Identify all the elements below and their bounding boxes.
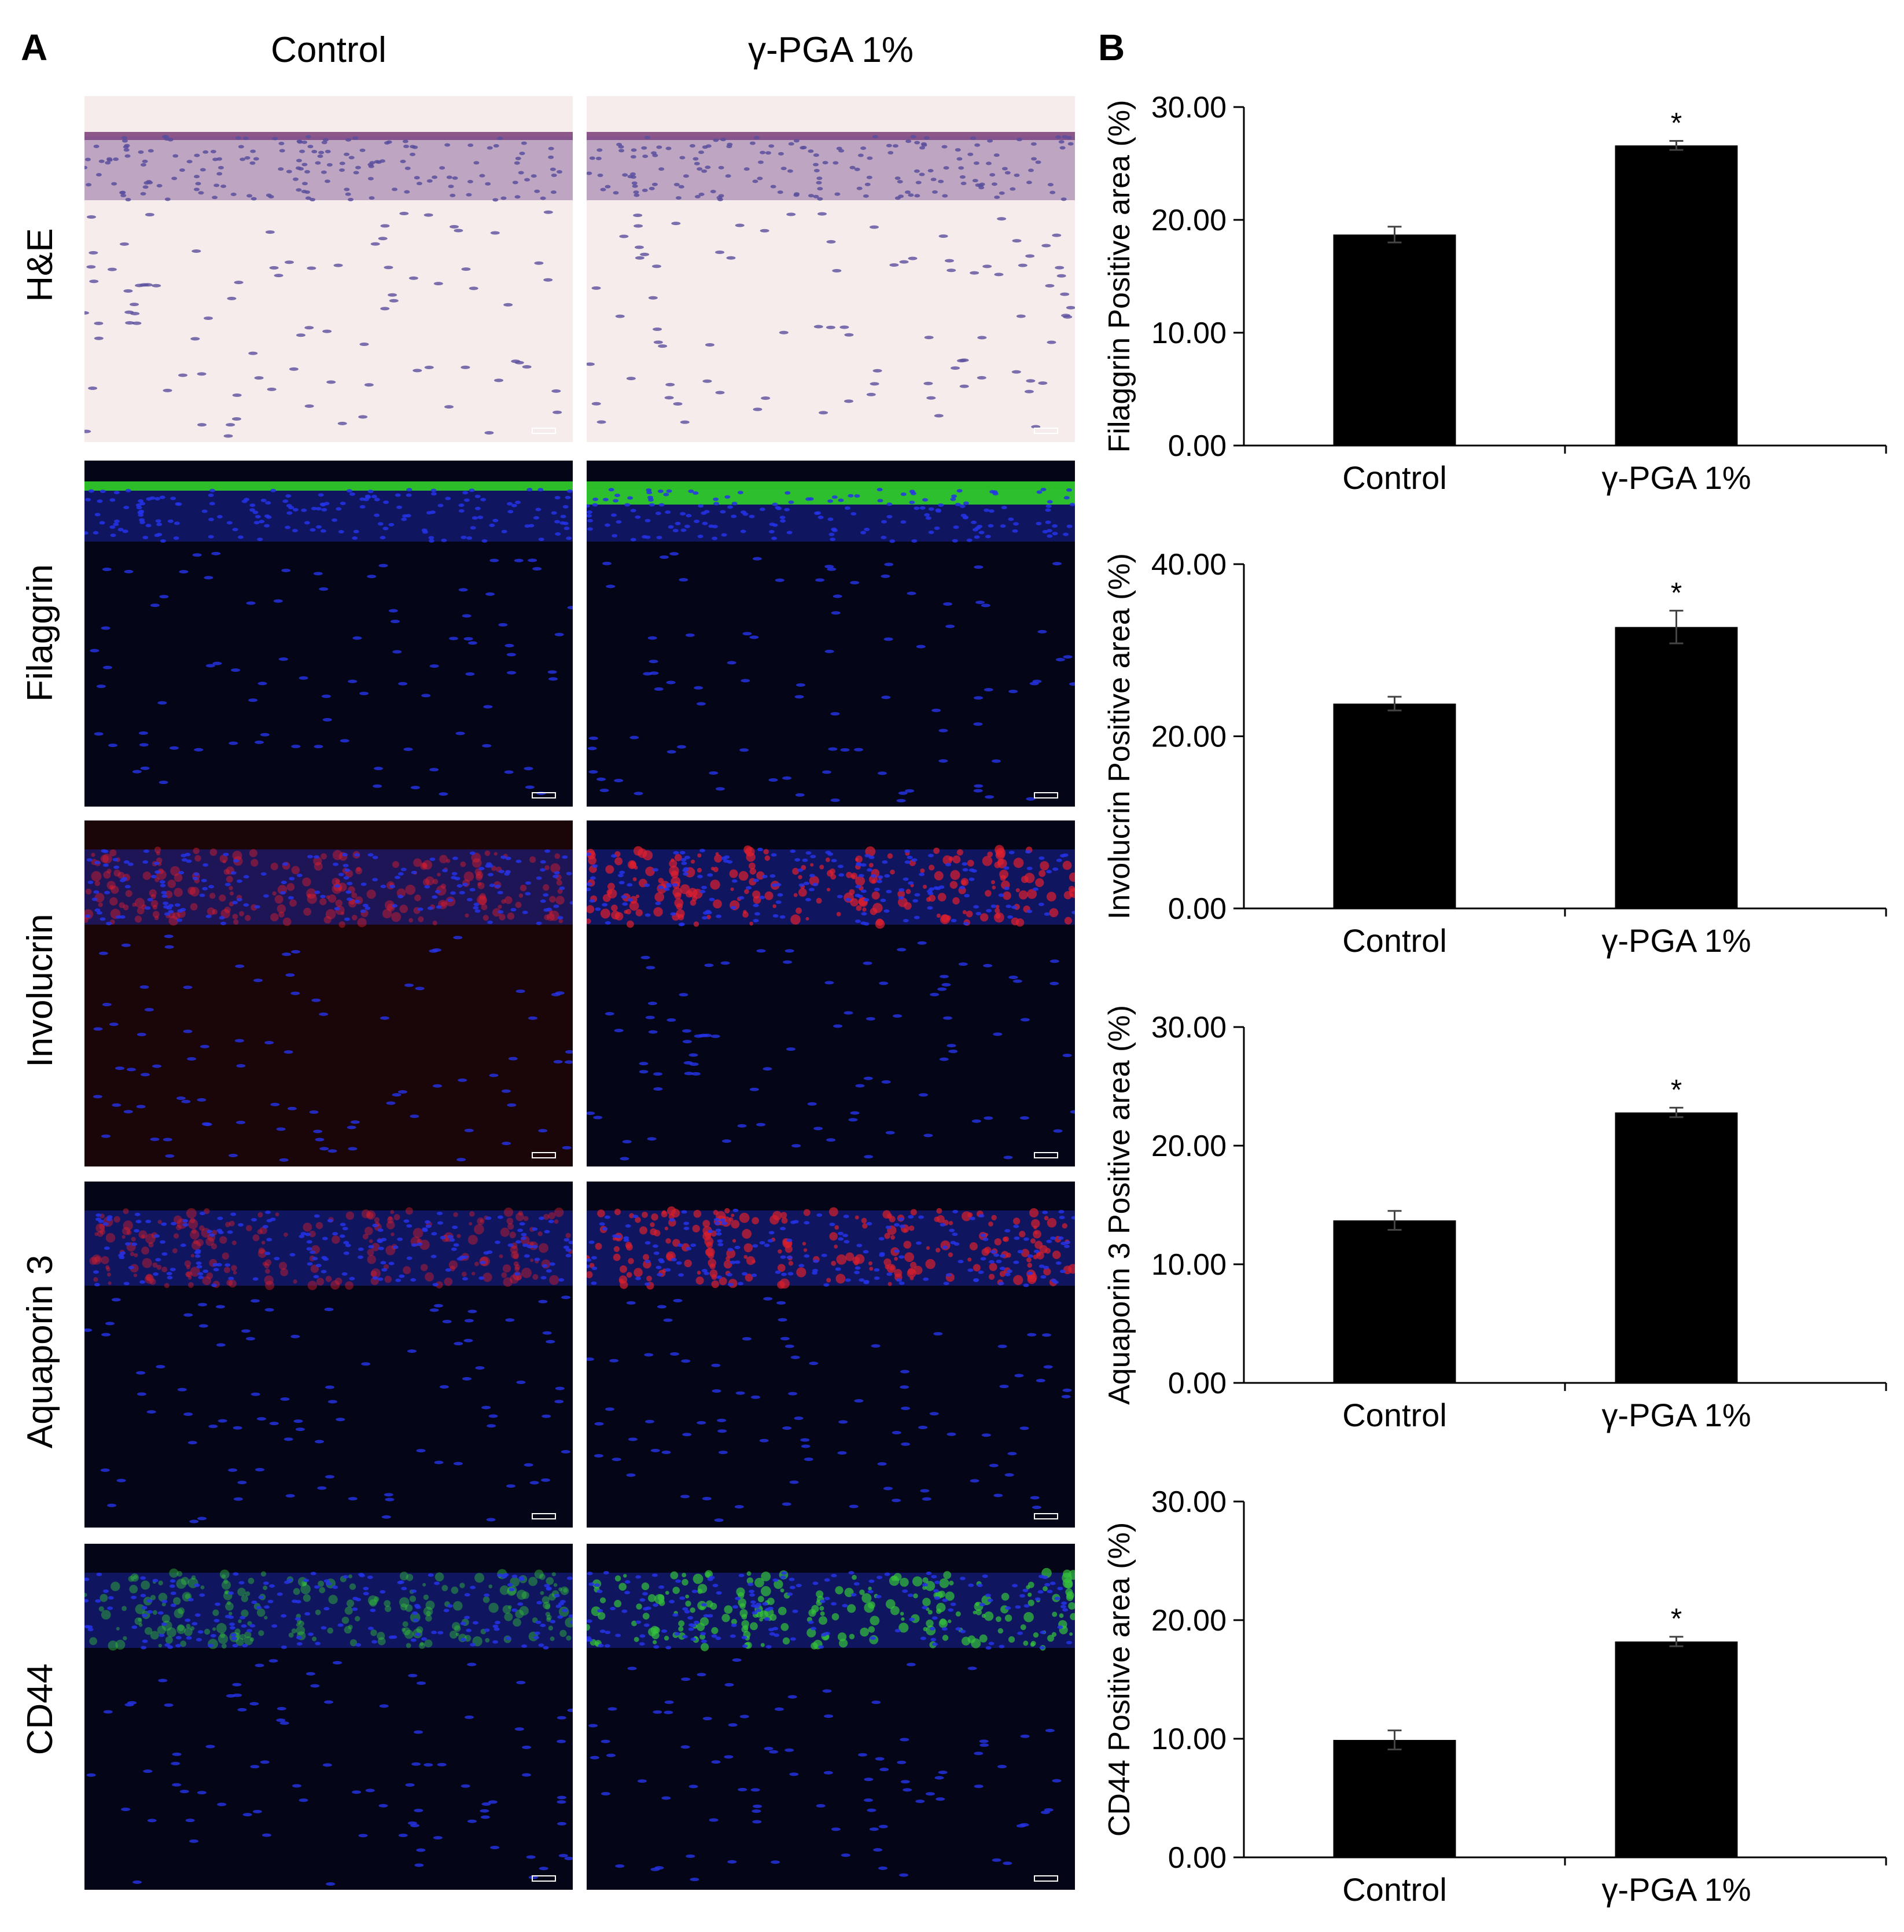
micrograph-image	[587, 96, 1075, 442]
row-label-filaggrin: Filaggrin	[20, 564, 60, 702]
micrograph-image	[84, 1544, 573, 1890]
row-label-involucrin: Involucrin	[20, 914, 60, 1068]
x-tick-label: Control	[1342, 922, 1447, 959]
error-bar	[1387, 695, 1402, 712]
micrograph-image	[587, 1182, 1075, 1528]
micrograph-filaggrin-treatment	[587, 461, 1075, 807]
micrograph-image	[84, 1182, 573, 1528]
micrograph-involucrin-treatment	[587, 820, 1075, 1166]
bar-control	[1333, 234, 1456, 446]
bar-treatment	[1615, 1641, 1738, 1857]
error-bar	[1387, 1210, 1402, 1231]
micrograph-image	[587, 1544, 1075, 1890]
panel-a-label: A	[21, 27, 48, 68]
y-tick-label: 30.00	[1151, 91, 1227, 124]
column-header-control: Control	[271, 30, 386, 70]
significance-marker: *	[1671, 576, 1682, 609]
micrograph-image	[587, 461, 1075, 807]
y-tick-label: 30.00	[1151, 1485, 1227, 1519]
x-tick-label: γ-PGA 1%	[1601, 1397, 1751, 1433]
error-bar	[1669, 1106, 1684, 1118]
y-tick-label: 0.00	[1168, 892, 1227, 926]
y-tick-label: 30.00	[1151, 1011, 1227, 1044]
x-tick-label: Control	[1342, 459, 1447, 496]
y-tick-label: 0.00	[1168, 1841, 1227, 1875]
significance-marker: *	[1671, 107, 1682, 139]
y-tick-label: 20.00	[1151, 204, 1227, 237]
bar-control	[1333, 703, 1456, 908]
micrograph-image	[84, 96, 573, 442]
bar-chart-involucrin: Involucrin Positive area (%) 0.00 20.00 40.…	[1099, 521, 1898, 972]
y-tick-label: 10.00	[1151, 317, 1227, 350]
column-header-treatment: γ-PGA 1%	[748, 30, 914, 70]
y-axis-label: Aquaporin 3 Positive area (%)	[1103, 1005, 1136, 1405]
error-bar	[1387, 1729, 1402, 1750]
y-tick-label: 10.00	[1151, 1248, 1227, 1282]
bar-treatment	[1615, 145, 1738, 446]
bar-control	[1333, 1220, 1456, 1383]
y-axis-label: Filaggrin Positive area (%)	[1103, 100, 1136, 453]
row-label-cd44: CD44	[20, 1663, 60, 1756]
micrograph-he-treatment	[587, 96, 1075, 442]
significance-marker: *	[1671, 1073, 1682, 1106]
significance-marker: *	[1671, 1603, 1682, 1635]
micrograph-image	[84, 820, 573, 1166]
y-axis-label: CD44 Positive area (%)	[1103, 1522, 1136, 1837]
x-tick-label: Control	[1342, 1397, 1447, 1433]
micrograph-aquaporin3-treatment	[587, 1182, 1075, 1528]
micrograph-image	[84, 461, 573, 807]
bar-chart-cd44: CD44 Positive area (%) 0.00 10.00 20.00 30.0…	[1099, 1458, 1898, 1921]
micrograph-cd44-control	[84, 1544, 573, 1890]
bar-chart-filaggrin: Filaggrin Positive area (%) 0.00 10.00 20.0…	[1099, 64, 1898, 509]
y-tick-label: 20.00	[1151, 1129, 1227, 1163]
row-label-he: H&E	[20, 228, 60, 302]
micrograph-he-control	[84, 96, 573, 442]
error-bar	[1669, 140, 1684, 151]
error-bar	[1669, 1636, 1684, 1647]
error-bar	[1387, 226, 1402, 244]
panel-b-label: B	[1098, 27, 1125, 68]
x-tick-label: γ-PGA 1%	[1601, 922, 1751, 959]
y-tick-label: 20.00	[1151, 1604, 1227, 1637]
row-label-aquaporin3: Aquaporin 3	[20, 1254, 60, 1449]
bar-treatment	[1615, 627, 1738, 908]
micrograph-aquaporin3-control	[84, 1182, 573, 1528]
micrograph-involucrin-control	[84, 820, 573, 1166]
y-tick-label: 40.00	[1151, 548, 1227, 582]
y-tick-label: 0.00	[1168, 429, 1227, 463]
y-tick-label: 20.00	[1151, 720, 1227, 754]
micrograph-filaggrin-control	[84, 461, 573, 807]
micrograph-image	[587, 820, 1075, 1166]
y-axis-label: Involucrin Positive area (%)	[1103, 553, 1136, 919]
bar-treatment	[1615, 1112, 1738, 1383]
x-tick-label: γ-PGA 1%	[1601, 1871, 1751, 1908]
bar-control	[1333, 1740, 1456, 1857]
y-tick-label: 0.00	[1168, 1367, 1227, 1400]
bar-chart-aquaporin3: Aquaporin 3 Positive area (%) 0.00 10.00 20…	[1099, 984, 1898, 1447]
y-tick-label: 10.00	[1151, 1723, 1227, 1756]
x-tick-label: γ-PGA 1%	[1601, 459, 1751, 496]
error-bar	[1669, 609, 1684, 645]
micrograph-cd44-treatment	[587, 1544, 1075, 1890]
x-tick-label: Control	[1342, 1871, 1447, 1908]
